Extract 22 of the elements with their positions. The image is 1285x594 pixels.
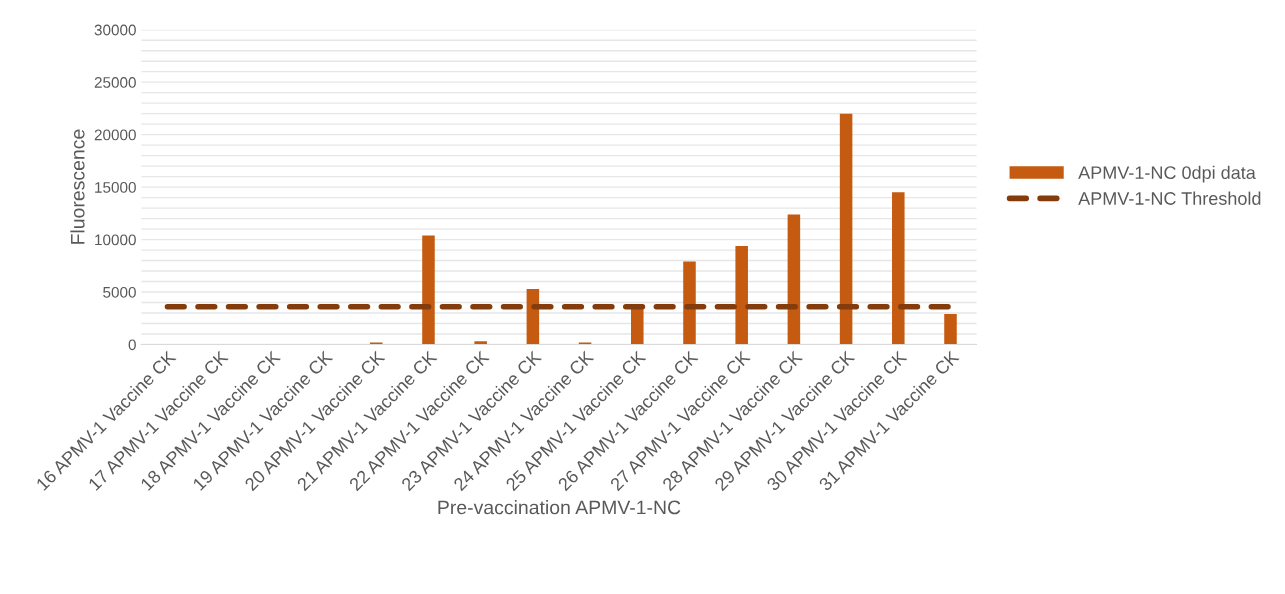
y-tick-label: 5000 [103, 286, 136, 298]
y-tick-label: 15000 [95, 181, 136, 193]
bar [370, 342, 383, 345]
bar [683, 261, 696, 345]
y-tick-label: 0 [128, 339, 136, 351]
y-tick-label: 20000 [94, 129, 136, 141]
x-axis-title: Pre-vaccination APMV-1-NC [438, 500, 681, 515]
bar [422, 235, 435, 345]
bar [578, 342, 592, 345]
bar [631, 306, 644, 345]
bar [787, 214, 801, 345]
y-axis-title: Fluorescence [70, 129, 85, 244]
legend-label: APMV-1-NC Threshold [1078, 191, 1261, 205]
bar [474, 341, 487, 345]
bar [839, 113, 853, 345]
y-tick-label: 10000 [95, 234, 136, 246]
y-tick-label: 30000 [94, 24, 136, 36]
bar [892, 192, 905, 345]
legend-label: APMV-1-NC 0dpi data [1078, 165, 1256, 183]
bar [735, 245, 748, 345]
bar [944, 314, 957, 345]
y-tick-label: 25000 [94, 77, 136, 88]
